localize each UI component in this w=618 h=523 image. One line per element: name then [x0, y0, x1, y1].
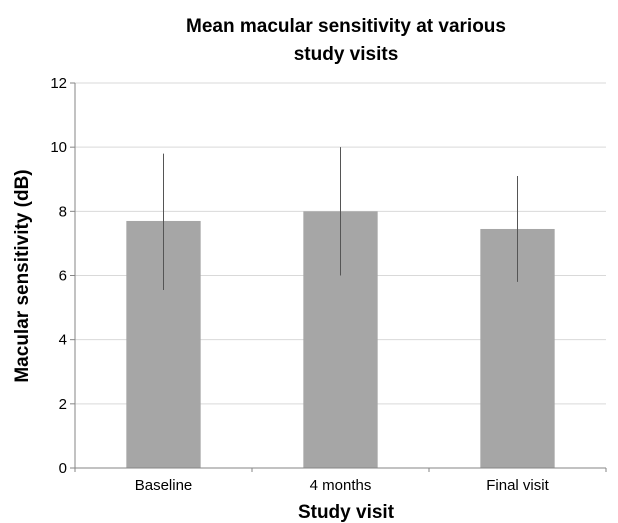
x-tick-label: 4 months [310, 477, 372, 494]
y-tick-label: 6 [59, 268, 67, 285]
y-tick-labels: 0 2 4 6 8 10 12 [50, 75, 67, 477]
chart-title-line-1: Mean macular sensitivity at various [186, 16, 506, 37]
x-tick-label: Final visit [486, 477, 549, 494]
y-tick-label: 10 [50, 139, 67, 156]
chart-title-line-2: study visits [294, 44, 399, 65]
y-tick-label: 2 [59, 396, 67, 413]
y-tick-label: 12 [50, 75, 67, 92]
y-tick-label: 4 [59, 332, 67, 349]
x-tick-labels: Baseline 4 months Final visit [135, 477, 550, 494]
x-tick-label: Baseline [135, 477, 193, 494]
y-tick-label: 8 [59, 203, 67, 220]
y-axis-title: Macular sensitivity (dB) [12, 169, 33, 382]
axes [74, 83, 607, 472]
error-bars [163, 147, 518, 290]
y-tick-label: 0 [59, 460, 67, 477]
x-axis-title: Study visit [298, 502, 395, 523]
